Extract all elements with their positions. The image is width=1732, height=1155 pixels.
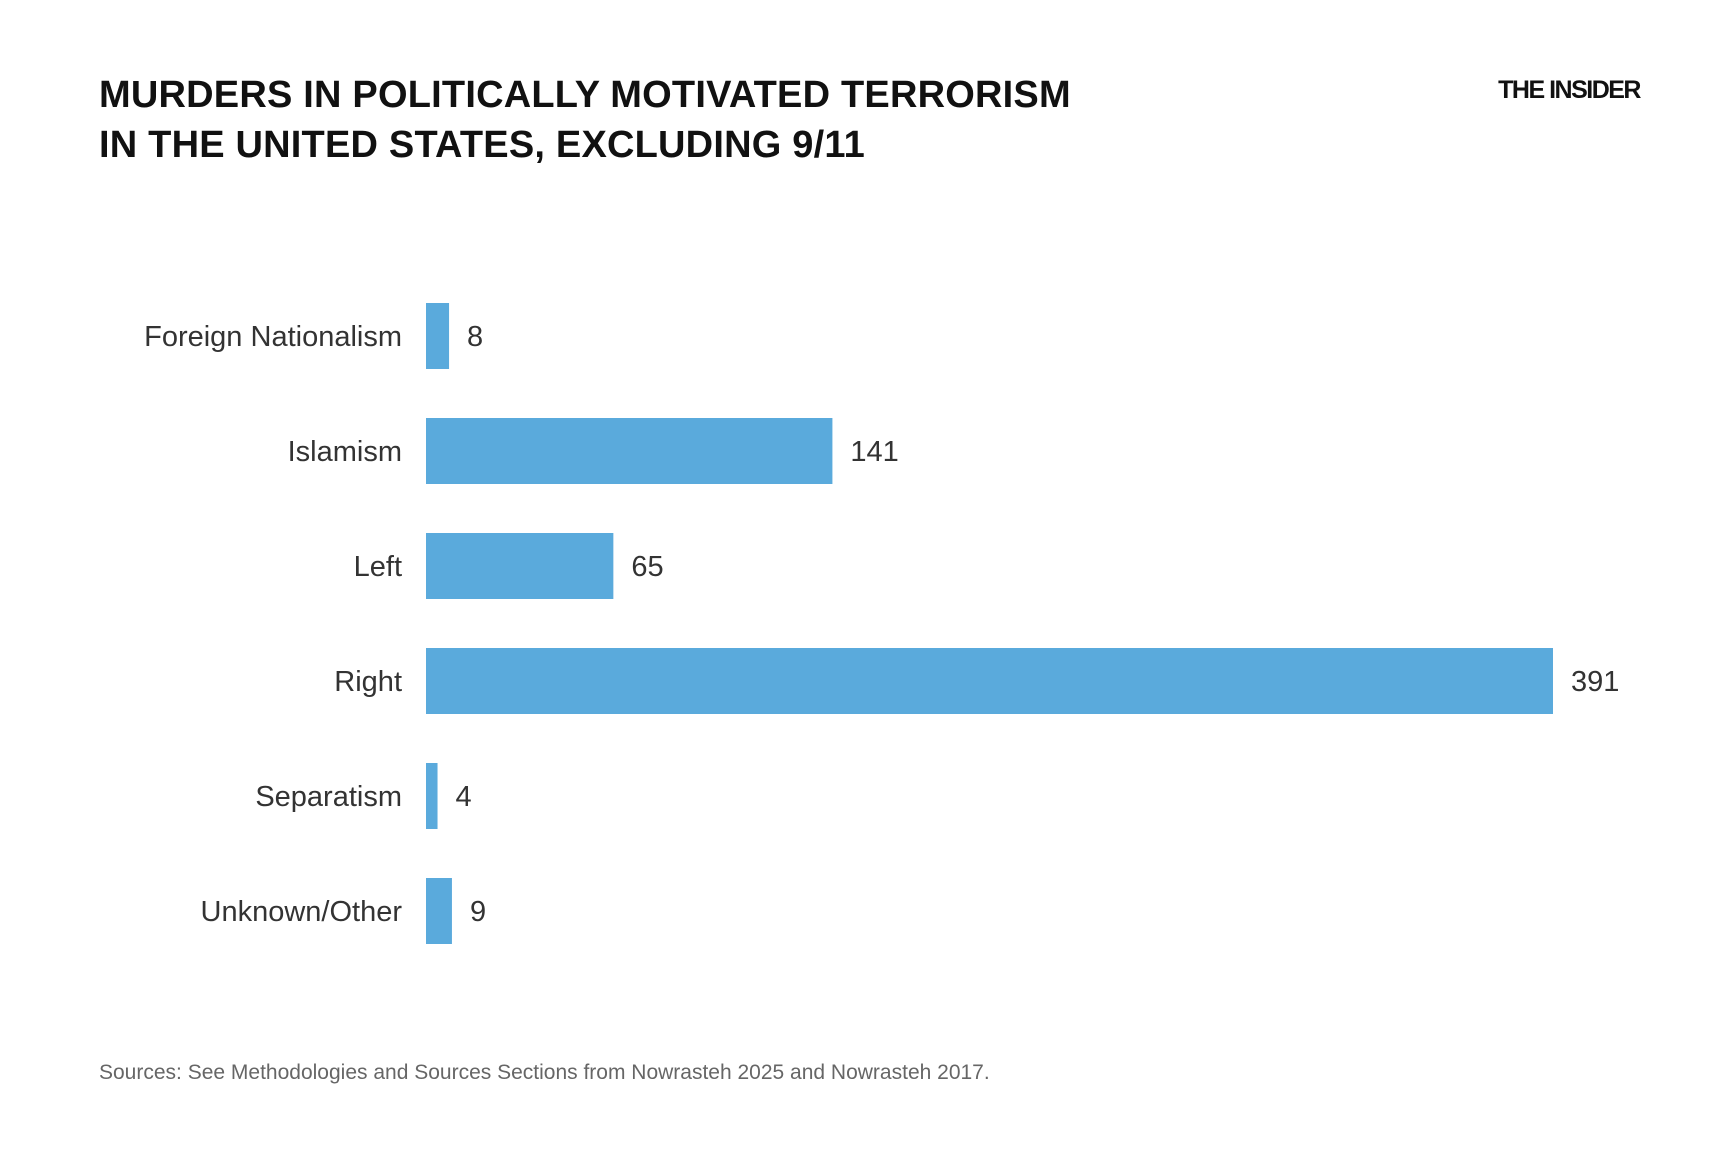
data-label: 65 <box>631 551 663 583</box>
data-label: 4 <box>456 781 472 813</box>
data-label: 391 <box>1571 666 1619 698</box>
bar-row: Islamism 141 <box>288 418 899 484</box>
bar-row: Separatism 4 <box>255 763 472 829</box>
chart-title: MURDERS IN POLITICALLY MOTIVATED TERRORI… <box>99 70 1071 170</box>
category-label: Right <box>334 666 402 698</box>
category-label: Left <box>354 551 402 583</box>
title-line-1: MURDERS IN POLITICALLY MOTIVATED TERRORI… <box>99 74 1071 116</box>
data-label: 8 <box>467 321 483 353</box>
bar-row: Foreign Nationalism 8 <box>144 303 483 369</box>
category-label: Foreign Nationalism <box>144 321 402 353</box>
category-label: Islamism <box>288 436 402 468</box>
data-label: 9 <box>470 896 486 928</box>
bar <box>426 303 450 369</box>
bar <box>426 648 1553 714</box>
bar <box>426 763 438 829</box>
bar-row: Left 65 <box>354 533 664 599</box>
bar <box>426 418 833 484</box>
title-line-2: IN THE UNITED STATES, EXCLUDING 9/11 <box>99 124 865 166</box>
source-note: Sources: See Methodologies and Sources S… <box>99 1061 990 1084</box>
category-label: Separatism <box>255 781 402 813</box>
bar-row: Unknown/Other 9 <box>201 878 486 944</box>
logo: THE INSIDER <box>1498 76 1641 104</box>
category-label: Unknown/Other <box>201 896 403 928</box>
bar-row: Right 391 <box>334 648 1619 714</box>
data-label: 141 <box>850 436 898 468</box>
bar <box>426 533 614 599</box>
bar <box>426 878 452 944</box>
